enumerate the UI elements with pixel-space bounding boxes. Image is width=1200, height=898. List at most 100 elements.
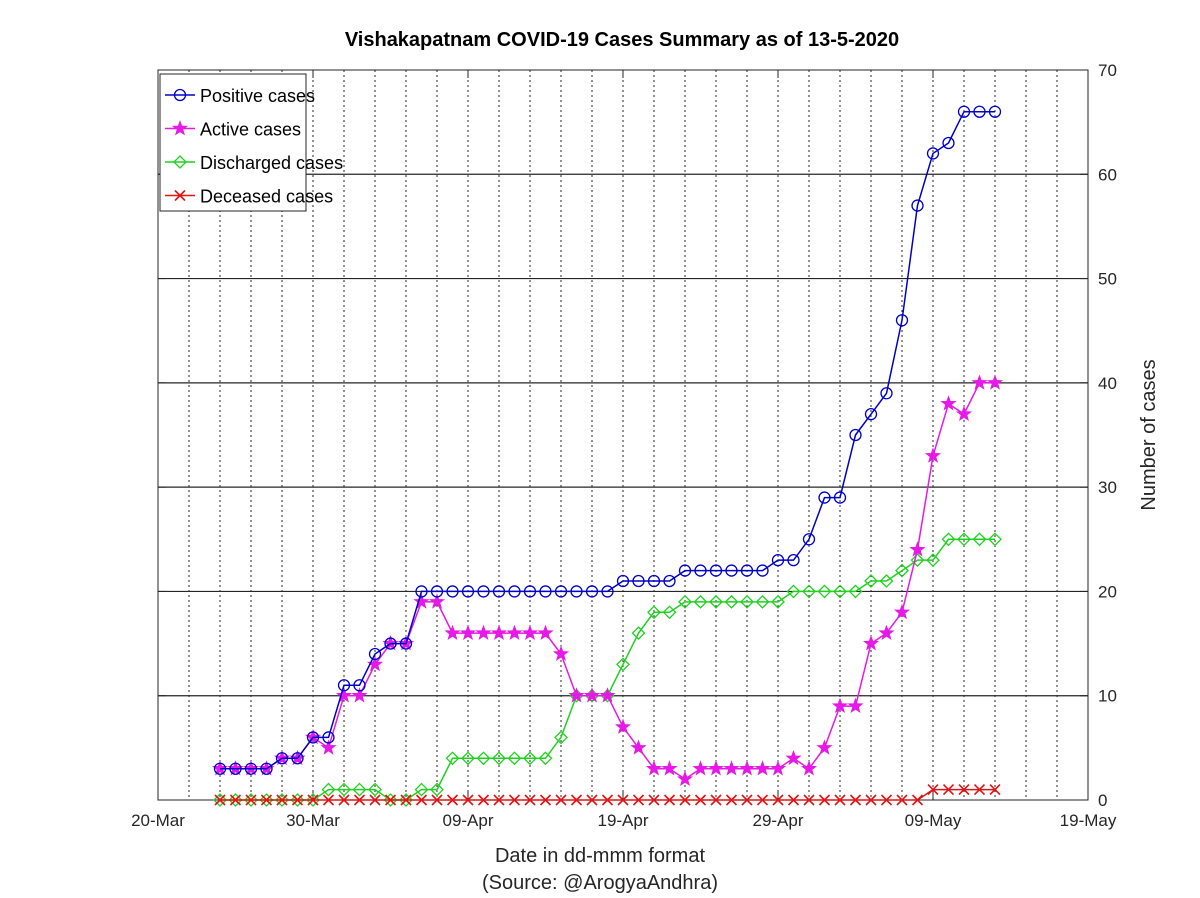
legend-item-positive-cases: Positive cases [165, 86, 315, 106]
data-point-positive-cases [353, 679, 366, 692]
data-point-active-cases [878, 624, 895, 640]
data-point-positive-cases [601, 585, 614, 598]
data-point-deceased-cases [508, 794, 521, 806]
data-point-deceased-cases [539, 794, 552, 806]
x-tick-label: 19-May [1060, 811, 1117, 830]
data-point-discharged-cases [275, 793, 289, 807]
data-point-discharged-cases [306, 793, 320, 807]
data-point-deceased-cases [307, 794, 319, 806]
x-tick-label: 20-Mar [131, 811, 185, 830]
x-tick-label: 09-Apr [442, 811, 493, 830]
data-point-discharged-cases [724, 594, 739, 609]
legend-item-active-cases: Active cases [165, 120, 301, 140]
data-point-deceased-cases [632, 794, 645, 806]
data-point-active-cases [366, 655, 384, 672]
data-point-active-cases [583, 687, 601, 703]
data-point-positive-cases [523, 585, 537, 598]
data-point-positive-cases [973, 105, 986, 118]
data-point-discharged-cases [771, 594, 785, 609]
y-tick-label: 50 [1098, 270, 1117, 289]
data-point-deceased-cases [927, 784, 939, 796]
data-point-deceased-cases [493, 794, 505, 806]
y-tick-label: 40 [1098, 374, 1117, 393]
x-tick-label: 09-May [905, 811, 962, 830]
y-tick-label: 0 [1098, 791, 1107, 810]
data-point-active-cases [971, 374, 988, 390]
data-point-discharged-cases [957, 532, 971, 547]
y-tick-label: 30 [1098, 478, 1117, 497]
y-tick-label: 20 [1098, 582, 1117, 601]
data-point-active-cases [506, 624, 523, 640]
data-point-positive-cases [585, 585, 599, 598]
data-point-active-cases [444, 624, 461, 640]
legend-item-discharged-cases: Discharged cases [165, 153, 343, 173]
data-point-deceased-cases [911, 794, 924, 806]
series-discharged-cases [213, 532, 1002, 807]
data-point-discharged-cases [941, 532, 956, 547]
data-point-positive-cases [787, 553, 800, 567]
data-point-positive-cases [368, 647, 382, 661]
data-point-active-cases [599, 687, 616, 703]
data-point-positive-cases [678, 564, 692, 577]
data-point-deceased-cases [741, 794, 753, 806]
data-point-active-cases [459, 624, 477, 640]
data-point-deceased-cases [834, 794, 846, 806]
data-point-positive-cases [802, 533, 816, 546]
data-point-deceased-cases [229, 794, 242, 806]
data-point-positive-cases [740, 564, 754, 577]
data-point-discharged-cases [833, 584, 847, 599]
data-point-active-cases [831, 697, 849, 713]
data-point-discharged-cases [414, 782, 429, 797]
data-point-active-cases [676, 770, 694, 786]
data-point-positive-cases [647, 574, 661, 588]
data-point-active-cases [351, 687, 368, 703]
data-point-positive-cases [260, 762, 273, 775]
data-point-deceased-cases [446, 794, 459, 806]
series-line-deceased-cases [220, 788, 995, 801]
data-point-discharged-cases [213, 793, 227, 807]
data-point-positive-cases [446, 585, 459, 598]
data-point-deceased-cases [555, 794, 567, 806]
data-point-positive-cases [880, 387, 893, 400]
data-point-positive-cases [957, 105, 971, 118]
data-point-active-cases [893, 603, 911, 620]
data-point-discharged-cases [817, 584, 832, 599]
x-axis-label: Date in dd-mmm format [495, 845, 705, 867]
chart-title: Vishakapatnam COVID-19 Cases Summary as … [345, 29, 899, 51]
data-point-active-cases [707, 760, 725, 776]
data-point-positive-cases [554, 585, 568, 598]
data-point-discharged-cases [693, 594, 708, 609]
data-point-discharged-cases [709, 594, 723, 609]
data-point-positive-cases [337, 679, 351, 692]
data-point-positive-cases [430, 585, 444, 598]
data-point-discharged-cases [616, 657, 630, 672]
series-line-discharged-cases [220, 538, 995, 801]
data-point-deceased-cases [772, 794, 784, 806]
data-point-positive-cases [616, 574, 630, 588]
data-point-discharged-cases [476, 751, 491, 766]
data-point-active-cases [413, 593, 430, 609]
data-point-deceased-cases [663, 794, 676, 806]
data-point-discharged-cases [244, 793, 258, 807]
data-point-positive-cases [663, 574, 676, 588]
data-point-discharged-cases [848, 584, 863, 599]
data-point-positive-cases [461, 585, 475, 598]
data-point-discharged-cases [895, 563, 909, 578]
data-point-positive-cases [864, 407, 878, 421]
data-point-active-cases [723, 760, 740, 776]
data-point-deceased-cases [694, 794, 707, 806]
data-point-active-cases [847, 697, 864, 713]
data-point-positive-cases [508, 585, 521, 598]
data-point-deceased-cases [601, 794, 614, 806]
data-point-active-cases [335, 687, 353, 703]
x-tick-label: 30-Mar [286, 811, 340, 830]
data-point-discharged-cases [352, 782, 367, 797]
data-point-discharged-cases [755, 594, 770, 609]
data-point-positive-cases [539, 585, 552, 598]
data-point-deceased-cases [353, 794, 366, 806]
data-point-deceased-cases [787, 794, 800, 806]
legend-label: Discharged cases [200, 153, 343, 173]
data-point-discharged-cases [368, 782, 382, 797]
data-point-active-cases [738, 760, 756, 776]
